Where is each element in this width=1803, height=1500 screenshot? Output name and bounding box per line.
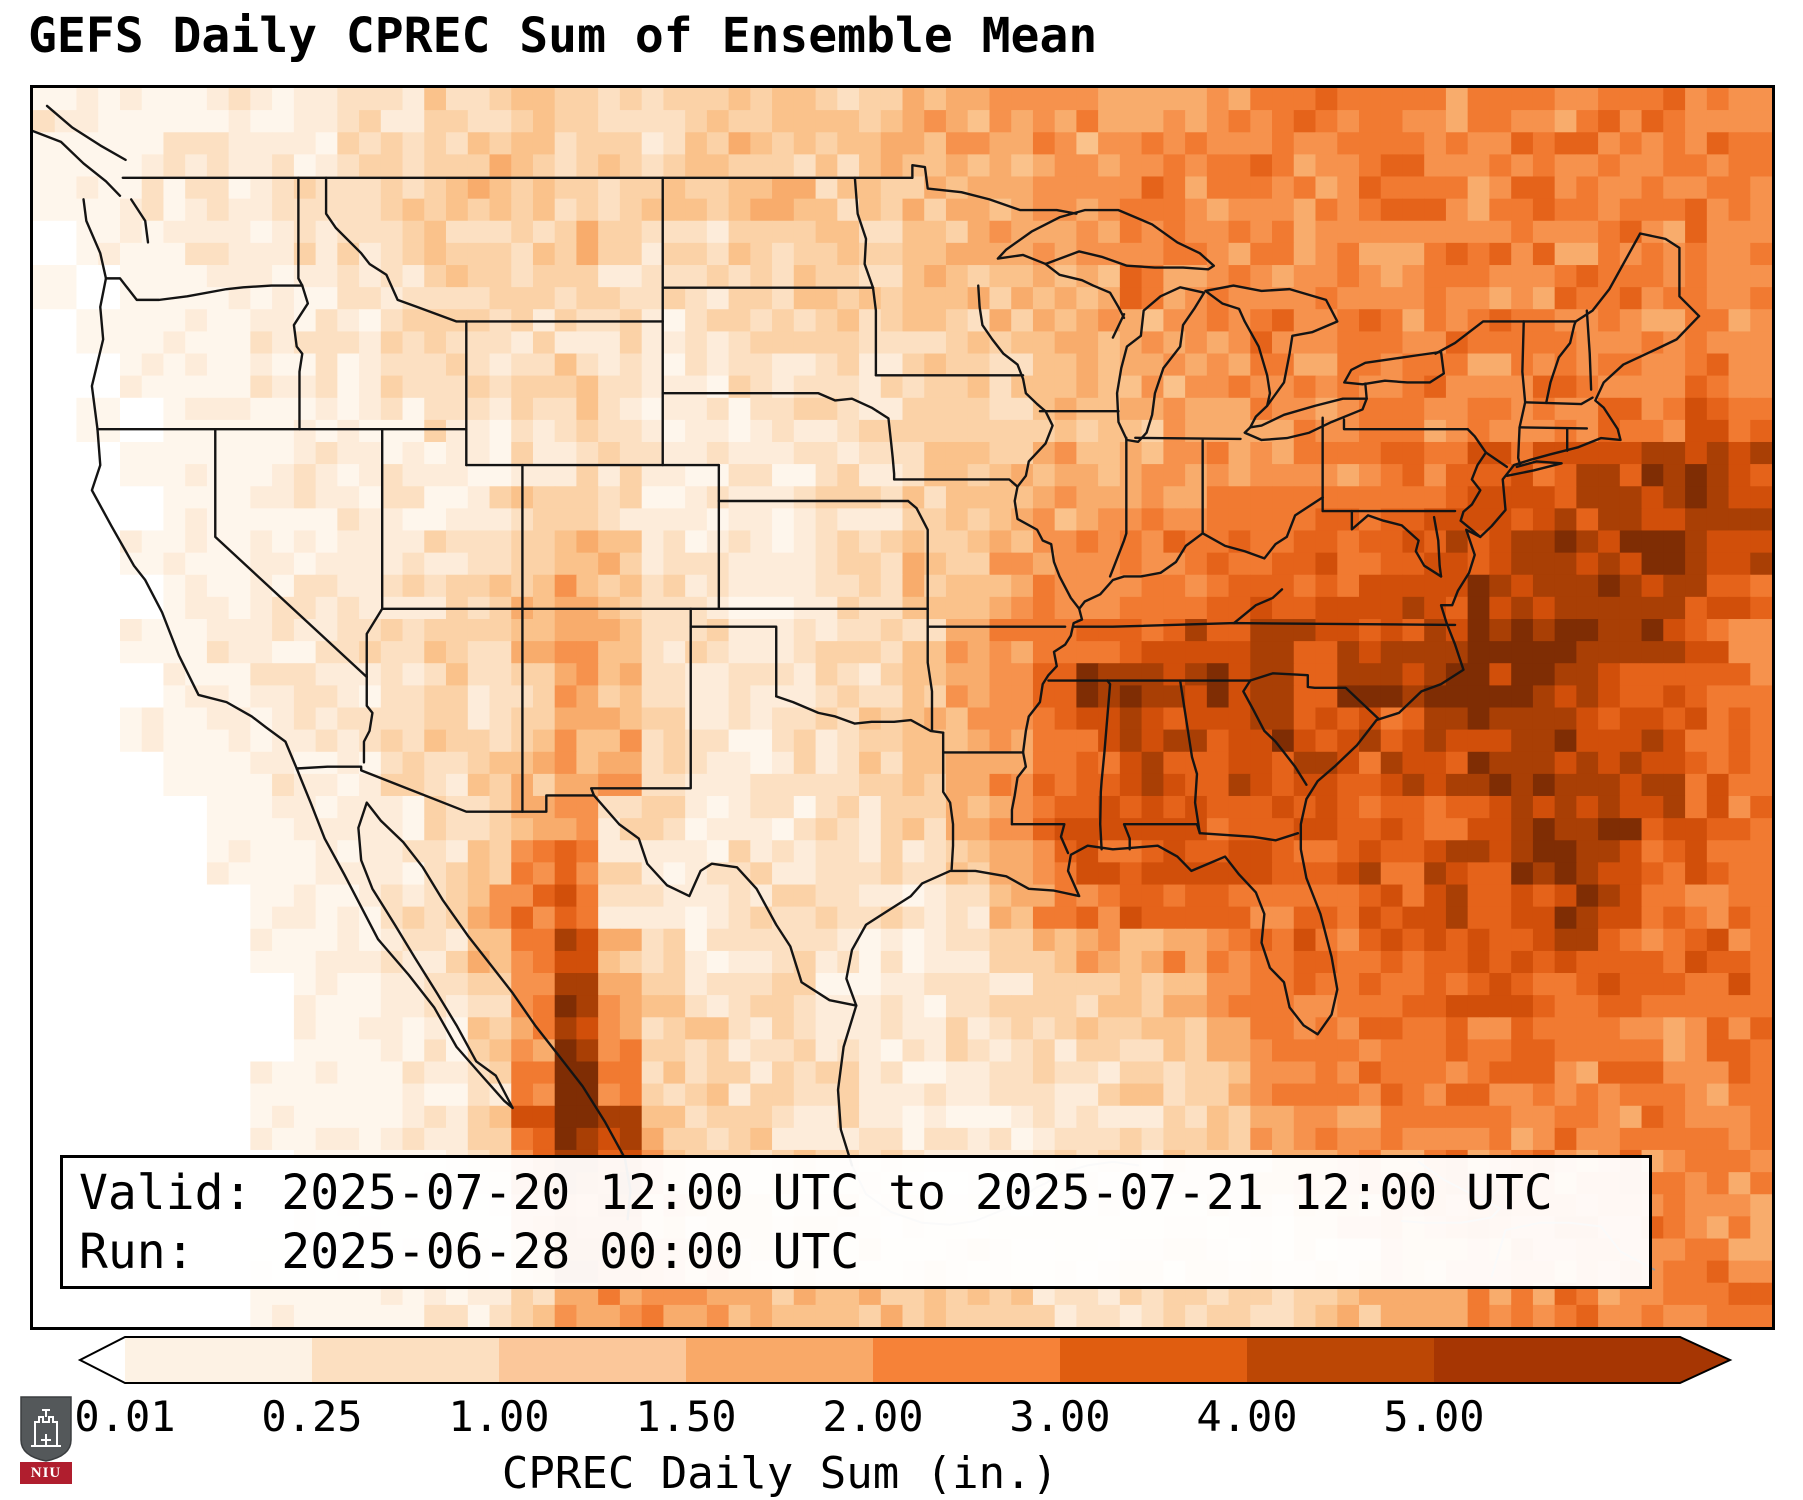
colorbar-tick-label: 1.00 — [448, 1392, 550, 1441]
niu-shield-castle-icon — [20, 1396, 72, 1462]
colorbar-tick-label: 0.25 — [261, 1392, 363, 1441]
colorbar-tick-label: 5.00 — [1383, 1392, 1485, 1441]
colorbar-tick-label: 1.50 — [635, 1392, 737, 1441]
page-title: GEFS Daily CPREC Sum of Ensemble Mean — [28, 8, 1098, 64]
valid-time-text: Valid: 2025-07-20 12:00 UTC to 2025-07-2… — [79, 1165, 1553, 1221]
colorbar-segments — [77, 1336, 1733, 1384]
state-borders-layer — [33, 104, 1701, 1278]
niu-logo-text: NIU — [20, 1462, 72, 1484]
precip-map-region — [30, 85, 1775, 1330]
run-time-text: Run: 2025-06-28 00:00 UTC — [79, 1224, 860, 1280]
colorbar — [77, 1336, 1733, 1384]
colorbar-tick-labels: 0.01 0.25 1.00 1.50 2.00 3.00 4.00 5.00 — [0, 1392, 1803, 1441]
colorbar-tick-label: 0.01 — [74, 1392, 176, 1441]
precip-heatmap-layer — [33, 88, 1772, 1327]
niu-logo: NIU — [20, 1396, 72, 1484]
colorbar-tick-label: 4.00 — [1196, 1392, 1298, 1441]
valid-run-info-box: Valid: 2025-07-20 12:00 UTC to 2025-07-2… — [60, 1155, 1652, 1289]
colorbar-tick-label: 2.00 — [822, 1392, 924, 1441]
colorbar-tick-label: 3.00 — [1009, 1392, 1111, 1441]
colorbar-axis-label: CPREC Daily Sum (in.) — [501, 1448, 1059, 1499]
precip-map-svg — [33, 88, 1772, 1327]
